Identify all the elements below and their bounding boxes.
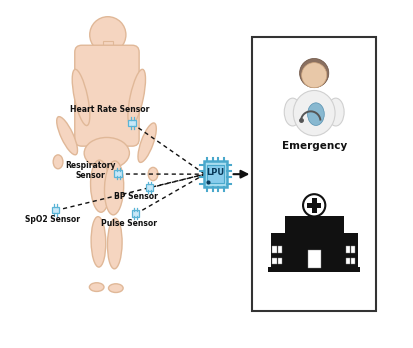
FancyBboxPatch shape — [102, 41, 113, 54]
FancyBboxPatch shape — [128, 120, 136, 126]
Bar — [350, 258, 354, 264]
Circle shape — [302, 194, 325, 216]
Ellipse shape — [104, 161, 123, 215]
Ellipse shape — [292, 90, 334, 136]
FancyBboxPatch shape — [203, 161, 227, 187]
Circle shape — [90, 17, 126, 53]
FancyBboxPatch shape — [52, 207, 59, 213]
Ellipse shape — [307, 103, 323, 125]
Text: BP Sensor: BP Sensor — [114, 192, 157, 201]
Text: Respiratory
Sensor: Respiratory Sensor — [65, 161, 115, 180]
FancyBboxPatch shape — [131, 210, 139, 217]
Ellipse shape — [91, 217, 105, 267]
Ellipse shape — [57, 117, 77, 155]
Text: SpO2 Sensor: SpO2 Sensor — [25, 215, 79, 224]
Bar — [307, 250, 320, 268]
Circle shape — [299, 58, 328, 88]
FancyBboxPatch shape — [252, 37, 375, 311]
Text: Heart Rate Sensor: Heart Rate Sensor — [70, 105, 149, 114]
Bar — [306, 203, 321, 208]
Bar — [345, 258, 349, 264]
Bar — [350, 246, 354, 253]
Bar — [343, 233, 357, 268]
Bar — [277, 258, 282, 264]
Ellipse shape — [53, 155, 63, 169]
Bar — [272, 246, 276, 253]
Circle shape — [302, 194, 325, 216]
FancyBboxPatch shape — [75, 45, 139, 146]
Bar — [284, 216, 343, 268]
Text: Emergency: Emergency — [281, 141, 346, 151]
Ellipse shape — [284, 98, 300, 126]
Ellipse shape — [108, 284, 123, 292]
Bar — [272, 258, 276, 264]
Ellipse shape — [89, 283, 104, 292]
Bar — [311, 198, 316, 213]
Text: Pulse Sensor: Pulse Sensor — [100, 219, 157, 228]
Bar — [270, 233, 284, 268]
Ellipse shape — [72, 69, 90, 126]
Text: LPU: LPU — [206, 168, 224, 176]
Bar — [277, 246, 282, 253]
Ellipse shape — [148, 167, 157, 181]
Ellipse shape — [84, 137, 129, 169]
FancyBboxPatch shape — [145, 184, 153, 191]
Bar — [267, 267, 360, 272]
Circle shape — [301, 63, 326, 88]
Ellipse shape — [327, 98, 343, 126]
Ellipse shape — [107, 219, 122, 269]
Bar — [345, 246, 349, 253]
FancyBboxPatch shape — [206, 165, 223, 183]
Ellipse shape — [128, 69, 145, 126]
Ellipse shape — [90, 160, 109, 212]
Ellipse shape — [138, 123, 156, 163]
FancyBboxPatch shape — [114, 170, 122, 177]
